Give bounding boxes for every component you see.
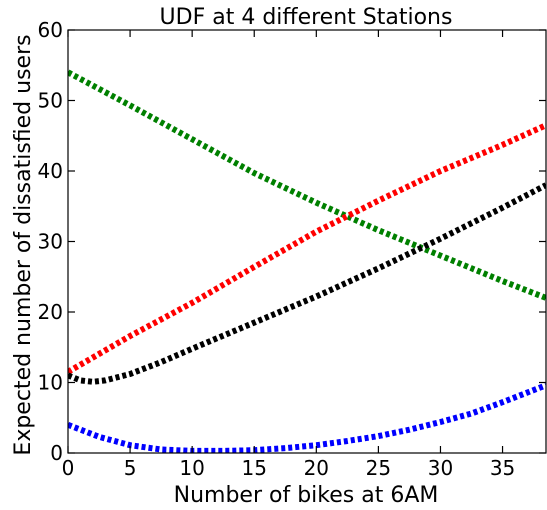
y-tick-label-3: 30: [38, 230, 63, 254]
y-tick-label-5: 50: [38, 89, 63, 113]
series-line-3: [68, 382, 546, 453]
x-tick-label-7: 35: [490, 456, 515, 480]
x-tick-label-2: 10: [179, 456, 204, 480]
series-line-0: [68, 69, 546, 301]
y-tick-label-1: 10: [38, 371, 63, 395]
series-line-2: [68, 182, 546, 385]
x-tick-label-3: 15: [242, 456, 267, 480]
y-axis-label: Expected number of dissatisfied users: [11, 34, 36, 455]
series-line-1: [68, 122, 546, 375]
x-axis-label: Number of bikes at 6AM: [174, 483, 439, 508]
y-tick-label-2: 20: [38, 300, 63, 324]
x-tick-label-5: 25: [366, 456, 391, 480]
y-tick-label-6: 60: [38, 18, 63, 42]
chart-title: UDF at 4 different Stations: [160, 5, 453, 30]
x-tick-label-4: 20: [304, 456, 329, 480]
plot-frame: [67, 29, 547, 454]
x-tick-label-1: 5: [124, 456, 137, 480]
plot-area: 0 5 10 15 20 25 30 35 0 10 20 30 40 50 60: [38, 18, 547, 480]
x-tick-label-0: 0: [62, 456, 75, 480]
y-tick-label-4: 40: [38, 159, 63, 183]
y-tick-label-0: 0: [50, 441, 63, 465]
x-tick-label-6: 30: [428, 456, 453, 480]
